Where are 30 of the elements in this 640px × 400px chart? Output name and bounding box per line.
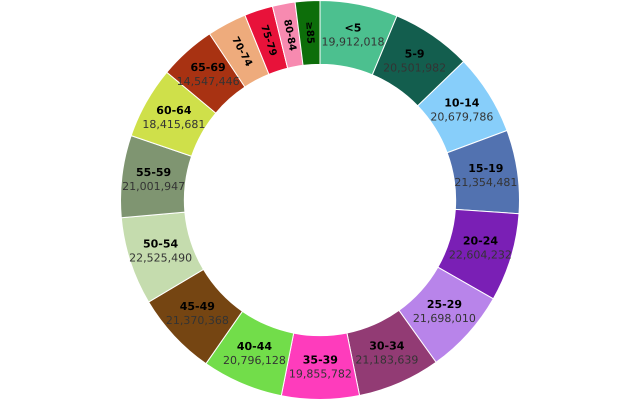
- data-label: 21,370,368: [166, 314, 229, 328]
- data-label: 14,547,446: [176, 75, 240, 88]
- slice-label: 80-84: [281, 18, 298, 52]
- data-label: 19,855,782: [288, 367, 352, 380]
- slice-label: 35-39: [302, 353, 338, 366]
- slice-label: 45-49: [180, 300, 215, 314]
- slice-label: 30-34: [369, 340, 405, 353]
- data-label: 21,183,639: [355, 354, 418, 367]
- slice-label: <5: [344, 22, 362, 35]
- slice-label: 20-24: [462, 234, 498, 248]
- data-label: 18,415,681: [142, 118, 206, 131]
- slice-label: 65-69: [190, 61, 226, 74]
- data-label: 22,604,232: [448, 248, 512, 262]
- slice-label: 55-59: [136, 166, 172, 179]
- data-label: 21,354,481: [454, 176, 518, 189]
- slice-label: 15-19: [468, 162, 504, 175]
- data-label: 21,001,947: [122, 180, 186, 193]
- slice-label: 60-64: [156, 104, 192, 117]
- slice-label: 10-14: [444, 96, 480, 110]
- data-label: 20,796,128: [222, 354, 286, 368]
- slice-label: 75-79: [258, 24, 278, 58]
- data-label: 19,912,018: [321, 36, 384, 49]
- slice-label: 25-29: [426, 298, 462, 312]
- slice-label: ≥85: [303, 21, 316, 44]
- data-label: 22,525,490: [129, 251, 192, 264]
- data-label: 21,698,010: [412, 312, 476, 326]
- slice-label: 50-54: [142, 237, 178, 250]
- slice-label: 40-44: [236, 340, 272, 354]
- data-label: 20,679,786: [430, 110, 494, 124]
- slice-label: 5-9: [404, 48, 425, 61]
